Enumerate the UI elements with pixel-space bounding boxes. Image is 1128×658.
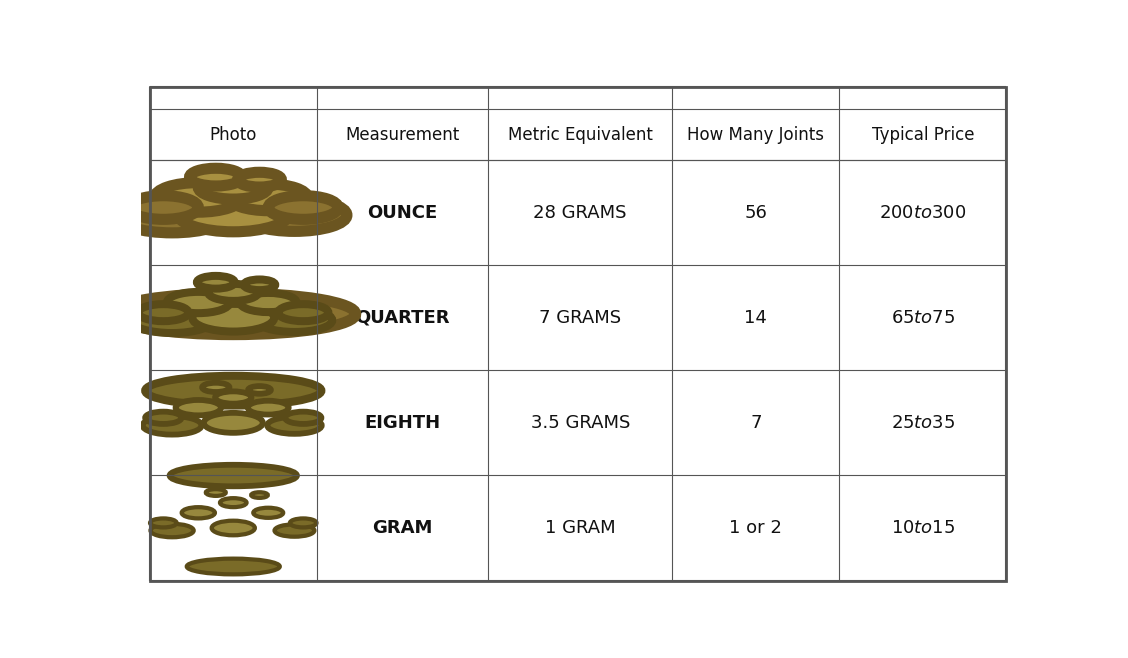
Ellipse shape <box>243 199 347 232</box>
Text: 56: 56 <box>744 203 767 222</box>
Ellipse shape <box>146 412 182 424</box>
Ellipse shape <box>202 383 229 392</box>
Ellipse shape <box>150 524 194 538</box>
Ellipse shape <box>267 417 321 434</box>
Text: EIGHTH: EIGHTH <box>364 414 441 432</box>
Ellipse shape <box>248 401 289 415</box>
Text: 28 GRAMS: 28 GRAMS <box>534 203 627 222</box>
Ellipse shape <box>208 284 258 301</box>
Ellipse shape <box>240 293 297 312</box>
Text: 14: 14 <box>744 309 767 327</box>
Ellipse shape <box>244 280 275 290</box>
Text: Typical Price: Typical Price <box>872 126 975 143</box>
Ellipse shape <box>129 195 199 219</box>
Ellipse shape <box>252 492 267 498</box>
Text: Photo: Photo <box>210 126 257 143</box>
Ellipse shape <box>138 304 188 321</box>
Ellipse shape <box>238 172 281 187</box>
Ellipse shape <box>187 559 280 574</box>
Text: $65 to $75: $65 to $75 <box>891 309 955 327</box>
Ellipse shape <box>176 400 221 415</box>
Ellipse shape <box>142 416 202 435</box>
Ellipse shape <box>167 292 230 313</box>
Ellipse shape <box>155 183 243 212</box>
Ellipse shape <box>290 519 317 528</box>
Ellipse shape <box>115 197 229 233</box>
Ellipse shape <box>215 392 252 403</box>
Ellipse shape <box>190 168 243 186</box>
Text: GRAM: GRAM <box>372 519 433 537</box>
Ellipse shape <box>182 507 215 519</box>
Ellipse shape <box>254 508 283 518</box>
Ellipse shape <box>193 304 274 332</box>
Ellipse shape <box>229 184 308 211</box>
Ellipse shape <box>131 307 213 333</box>
Text: $200 to $300: $200 to $300 <box>879 203 967 222</box>
Ellipse shape <box>205 489 226 496</box>
Text: 7: 7 <box>750 414 761 432</box>
Text: Metric Equivalent: Metric Equivalent <box>508 126 653 143</box>
Ellipse shape <box>220 498 247 507</box>
Text: $10 to $15: $10 to $15 <box>891 519 955 537</box>
Ellipse shape <box>111 293 355 335</box>
Text: OUNCE: OUNCE <box>368 203 438 222</box>
Ellipse shape <box>199 176 268 199</box>
Ellipse shape <box>169 465 297 486</box>
Text: $25 to $35: $25 to $35 <box>891 414 955 432</box>
Ellipse shape <box>285 412 321 424</box>
Text: QUARTER: QUARTER <box>355 309 450 327</box>
Text: 7 GRAMS: 7 GRAMS <box>539 309 622 327</box>
Text: How Many Joints: How Many Joints <box>687 126 825 143</box>
Ellipse shape <box>204 413 263 433</box>
Ellipse shape <box>197 276 235 289</box>
Ellipse shape <box>274 524 315 537</box>
Text: Measurement: Measurement <box>345 126 459 143</box>
Text: 1 GRAM: 1 GRAM <box>545 519 616 537</box>
Ellipse shape <box>146 376 321 405</box>
Ellipse shape <box>277 304 328 321</box>
Ellipse shape <box>268 195 338 219</box>
Text: 1 or 2: 1 or 2 <box>730 519 783 537</box>
Ellipse shape <box>248 386 271 393</box>
Text: 3.5 GRAMS: 3.5 GRAMS <box>530 414 629 432</box>
Ellipse shape <box>212 520 255 536</box>
Ellipse shape <box>150 519 177 528</box>
Ellipse shape <box>176 193 290 232</box>
Ellipse shape <box>257 309 333 332</box>
